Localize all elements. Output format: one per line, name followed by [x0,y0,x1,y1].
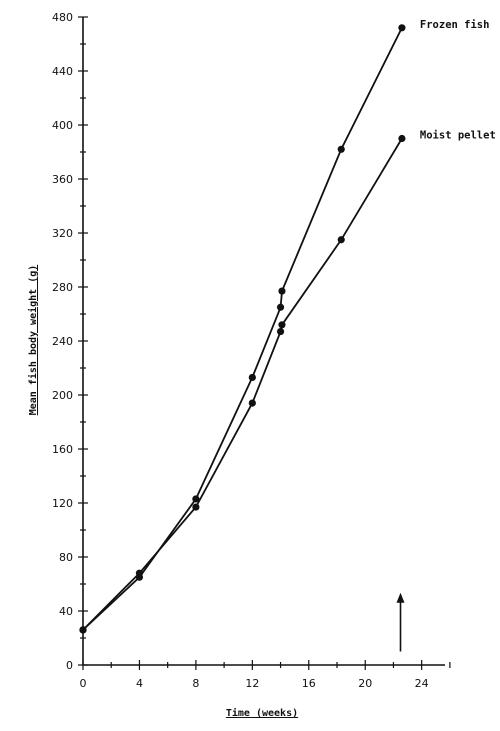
x-tick-label: 20 [358,677,372,690]
data-point [278,321,286,329]
series-label-1: Frozen fish [420,19,490,31]
data-point [79,626,87,634]
x-tick-label: 0 [80,677,87,690]
labels: 0 40 80 120 160 200 240 280 320 360 400 440 480 0 4 8 12… [52,11,496,690]
series-line-1 [82,27,403,631]
data-point [398,24,406,32]
x-tick-label: 16 [302,677,316,690]
y-tick-label: 280 [52,281,73,294]
y-tick-label: 240 [52,335,73,348]
axes [82,17,445,666]
x-tick-label: 4 [136,677,143,690]
x-tick-label: 24 [415,677,429,690]
y-tick-label: 80 [59,551,73,564]
data-point [337,145,345,153]
ticks [78,16,451,670]
y-tick-label: 400 [52,119,73,132]
y-tick-label: 480 [52,11,73,24]
y-tick-label: 40 [59,605,73,618]
data-point [135,569,144,577]
y-tick-label: 0 [66,659,73,672]
y-axis-label: Mean fish body weight (g) [27,265,39,416]
data-point [278,287,286,295]
data-point [248,373,256,382]
series [79,24,406,652]
y-tick-label: 160 [52,443,73,456]
data-point [337,236,345,244]
data-point [192,495,200,503]
series-label-2: Moist pellet [420,130,496,142]
data-point [276,327,285,336]
data-point [398,134,406,143]
data-point [276,303,285,311]
y-tick-label: 360 [52,173,73,186]
series-line-2 [82,138,403,631]
y-tick-label: 440 [52,65,73,78]
x-axis-label: Time (weeks) [226,707,298,719]
data-point [192,503,200,511]
x-tick-label: 12 [245,677,259,690]
y-tick-label: 120 [52,497,73,510]
arrow-head [396,592,405,603]
y-tick-label: 320 [52,227,73,240]
y-tick-label: 200 [52,389,73,402]
data-point [248,399,256,407]
x-tick-label: 8 [192,677,199,690]
